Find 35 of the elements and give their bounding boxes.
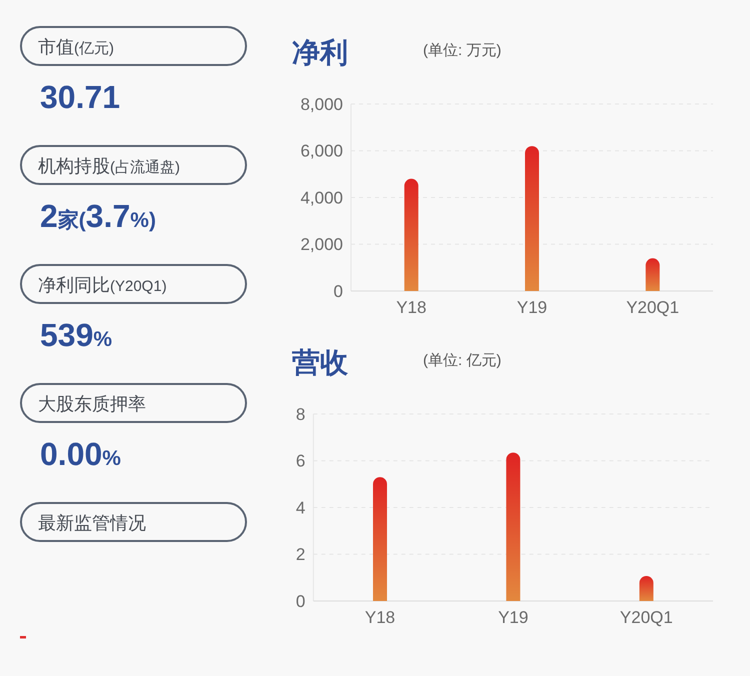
- x-tick-label: Y18: [364, 608, 396, 627]
- y-tick-label: 2: [296, 545, 306, 564]
- text: 市值(亿元): [38, 37, 114, 57]
- text: 539%: [40, 317, 112, 353]
- x-tick-label: Y18: [396, 298, 426, 317]
- text: 2家(3.7%): [40, 198, 156, 234]
- text: 净利同比(Y20Q1): [38, 275, 167, 295]
- y-tick-label: 2,000: [300, 235, 343, 254]
- x-tick-label: Y20Q1: [620, 608, 673, 627]
- y-tick-label: 6,000: [300, 142, 343, 161]
- y-tick-label: 0: [296, 592, 306, 611]
- x-tick-label: Y20Q1: [626, 298, 680, 317]
- bar: [639, 576, 654, 601]
- y-tick-label: 8: [296, 404, 306, 424]
- text: 大股东质押率: [38, 394, 146, 414]
- y-tick-label: 8,000: [300, 94, 343, 114]
- y-tick-label: 6: [296, 452, 306, 471]
- bar: [646, 258, 660, 291]
- bar: [404, 178, 418, 291]
- y-tick-label: 4: [296, 498, 306, 518]
- bar: [506, 452, 520, 601]
- x-tick-label: Y19: [516, 298, 548, 317]
- text: 30.71: [40, 79, 120, 115]
- chart-title: 净利: [292, 37, 348, 68]
- chart-subtitle: (单位: 万元): [423, 42, 502, 59]
- bar: [373, 477, 387, 601]
- chart-title: 营收: [291, 347, 349, 378]
- text: 最新监管情况: [38, 513, 146, 533]
- bar: [525, 146, 539, 291]
- text: 0.00%: [40, 436, 122, 472]
- x-tick-label: Y19: [498, 608, 528, 627]
- chart-subtitle: (单位: 亿元): [423, 352, 502, 369]
- y-tick-label: 4,000: [300, 188, 343, 208]
- y-tick-label: 0: [334, 282, 343, 301]
- text: 机构持股(占流通盘): [38, 156, 180, 176]
